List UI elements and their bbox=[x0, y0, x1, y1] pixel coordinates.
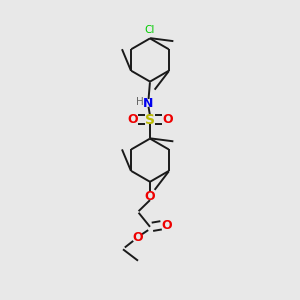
Text: O: O bbox=[145, 190, 155, 203]
Text: N: N bbox=[143, 97, 154, 110]
Text: O: O bbox=[127, 113, 138, 126]
Text: O: O bbox=[132, 231, 143, 244]
Text: H: H bbox=[136, 97, 144, 107]
Text: Cl: Cl bbox=[145, 25, 155, 35]
Text: O: O bbox=[162, 113, 173, 126]
Text: S: S bbox=[145, 113, 155, 127]
Text: O: O bbox=[161, 219, 172, 232]
